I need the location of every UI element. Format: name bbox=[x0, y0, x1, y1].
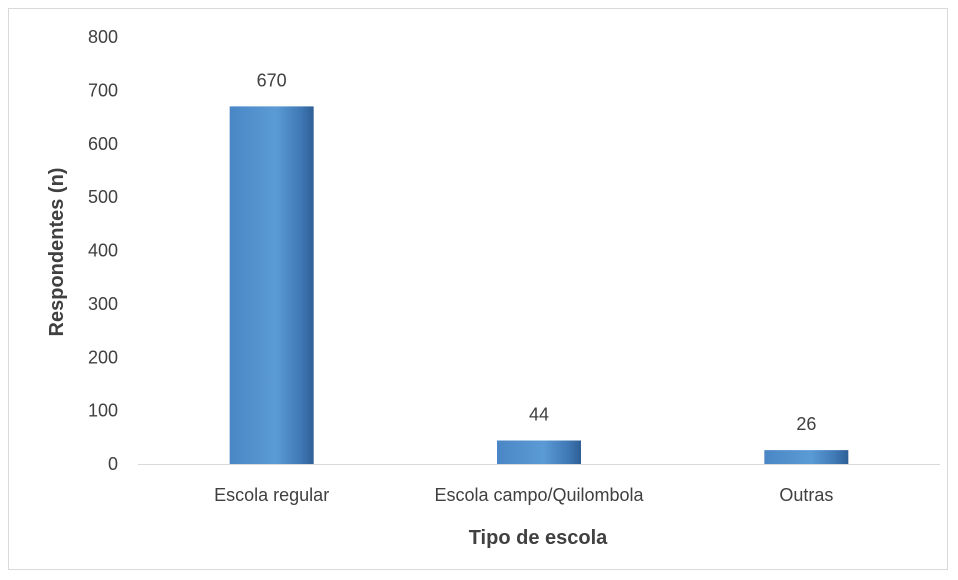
y-tick-label: 100 bbox=[88, 401, 118, 421]
y-tick-label: 800 bbox=[88, 27, 118, 47]
category-labels: Escola regular Escola campo/Quilombola Out… bbox=[214, 485, 833, 505]
chart-frame bbox=[8, 8, 948, 570]
y-tick-label: 200 bbox=[88, 347, 118, 367]
bar bbox=[497, 440, 581, 464]
x-axis-title: Tipo de escola bbox=[469, 527, 608, 549]
y-tick-label: 400 bbox=[88, 241, 118, 261]
category-label: Escola regular bbox=[214, 485, 329, 505]
bar-data-label: 26 bbox=[796, 414, 816, 434]
y-tick-label: 700 bbox=[88, 80, 118, 100]
bar-data-label: 44 bbox=[529, 405, 549, 425]
y-tick-label: 300 bbox=[88, 294, 118, 314]
category-label: Outras bbox=[779, 485, 833, 505]
data-labels: 670 44 26 bbox=[257, 70, 817, 434]
y-axis-ticks: 0 100 200 300 400 500 600 700 800 bbox=[88, 27, 118, 474]
bar-data-label: 670 bbox=[257, 70, 287, 90]
y-tick-label: 600 bbox=[88, 134, 118, 154]
y-axis-title: Respondentes (n) bbox=[46, 168, 68, 337]
y-tick-label: 500 bbox=[88, 187, 118, 207]
bar bbox=[764, 450, 849, 464]
bar bbox=[229, 106, 314, 464]
category-label: Escola campo/Quilombola bbox=[434, 485, 644, 505]
bars bbox=[229, 106, 849, 464]
y-tick-label: 0 bbox=[108, 454, 118, 474]
